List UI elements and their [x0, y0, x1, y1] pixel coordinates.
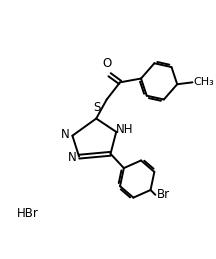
Text: HBr: HBr	[17, 207, 39, 220]
Text: Br: Br	[157, 188, 170, 201]
Text: CH₃: CH₃	[193, 77, 214, 87]
Text: N: N	[61, 128, 70, 141]
Text: N: N	[68, 151, 77, 164]
Text: NH: NH	[116, 124, 133, 136]
Text: O: O	[102, 57, 111, 70]
Text: S: S	[94, 101, 101, 114]
